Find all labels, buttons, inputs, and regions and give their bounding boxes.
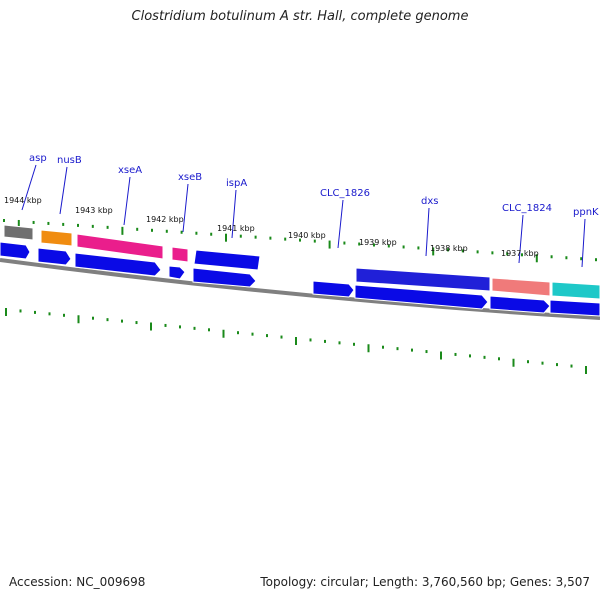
gene-feature-xseb [171,246,189,263]
kbp-label: 1942 kbp [146,215,184,224]
gene-feature-dxs [355,267,491,292]
gene-label-xseb: xseB [178,172,202,183]
gene-feature-asp [3,224,34,241]
leader-line-ispa [231,189,237,239]
gene-feature-ispa [193,249,261,271]
leader-line-xseb [182,183,189,233]
gene-label-asp: asp [29,153,47,164]
cds-arrow [354,284,489,310]
cds-arrow [312,280,355,298]
gene-label-dxs: dxs [421,196,438,207]
gene-features [3,224,600,300]
cds-arrows [0,241,600,317]
gene-label-clc-1824: CLC_1824 [502,203,552,214]
leader-line-clc-1826 [337,199,344,249]
cds-arrow [74,252,162,277]
kbp-label: 1939 kbp [359,238,397,247]
cds-arrow [37,247,72,266]
cds-arrow [168,265,186,280]
kbp-label: 1943 kbp [75,206,113,215]
gene-label-clc-1826: CLC_1826 [320,188,370,199]
gene-feature-xsea [76,233,164,260]
leader-line-clc-1824 [518,214,524,264]
gene-feature-ppnk [551,281,600,300]
cds-arrow [549,299,600,317]
kbp-label: 1937 kbp [501,249,539,258]
kbp-label: 1940 kbp [288,231,326,240]
gene-feature-clc-1824 [491,277,551,297]
leader-line-dxs [425,207,430,257]
tick-marks-bottom [5,308,587,374]
genome-title: Clostridium botulinum A str. Hall, compl… [131,9,469,24]
genome-summary-text: Topology: circular; Length: 3,760,560 bp… [260,575,590,589]
leader-line-ppnk [581,218,586,268]
kbp-label: 1941 kbp [217,224,255,233]
leader-line-asp [21,164,37,211]
cds-arrow [489,295,551,314]
accession-text: Accession: NC_009698 [9,575,146,589]
gene-label-xsea: xseA [118,165,142,176]
cds-arrow [192,267,257,288]
leader-line-xsea [123,176,131,226]
kbp-labels: 1944 kbp 1943 kbp 1942 kbp 1941 kbp 1940 kbp… [4,196,539,258]
gene-label-ppnk: ppnK [573,207,599,218]
tick-marks-top [3,219,597,263]
kbp-label: 1938 kbp [430,244,468,253]
cds-arrow [0,241,31,260]
leader-line-nusb [59,166,68,215]
kbp-label: 1944 kbp [4,196,42,205]
gene-feature-nusb [40,229,73,247]
genome-backbone [0,258,600,320]
gene-label-ispa: ispA [226,178,247,189]
gene-label-nusb: nusB [57,155,82,166]
